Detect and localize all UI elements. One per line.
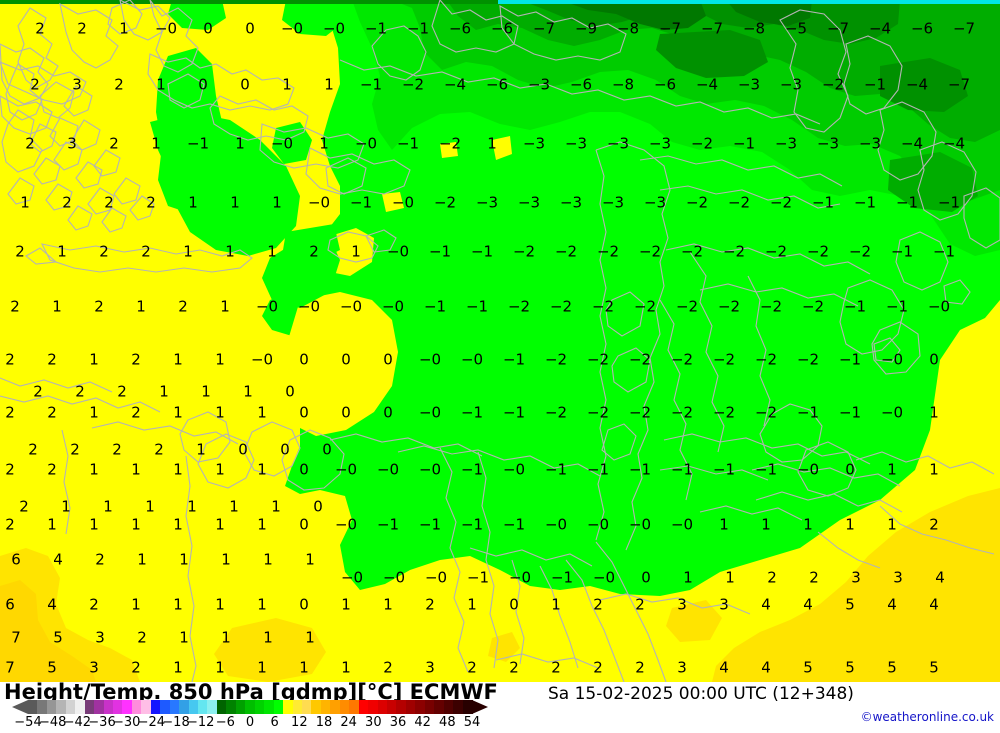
- color-scale-swatch: [235, 700, 246, 714]
- color-scale-swatch: [150, 700, 161, 714]
- band-green-m8c: [880, 58, 968, 112]
- color-scale-swatch: [141, 700, 152, 714]
- color-scale-swatch: [46, 700, 57, 714]
- color-scale-swatch: [169, 700, 180, 714]
- color-scale-tick: −36: [88, 715, 116, 730]
- map-canvas: [0, 0, 1000, 682]
- coastlines-and-borders: [0, 0, 1000, 682]
- color-scale-tick: −6: [215, 715, 235, 730]
- color-scale-tick: 48: [439, 715, 456, 730]
- color-scale-swatch: [386, 700, 397, 714]
- color-scale-swatch: [462, 700, 473, 714]
- hole-yellow-cyprus: [330, 228, 374, 276]
- copyright-credit: ©weatheronline.co.uk: [860, 710, 994, 724]
- green-islands: [150, 0, 344, 308]
- color-scale-swatch: [320, 700, 331, 714]
- color-scale-swatch: [226, 700, 237, 714]
- band-warm-arabia2: [836, 560, 1000, 682]
- color-scale-tick: 12: [291, 715, 308, 730]
- color-scale-swatch: [415, 700, 426, 714]
- color-scale-swatch: [424, 700, 435, 714]
- color-scale-tick: 6: [270, 715, 279, 730]
- color-scale-swatch: [75, 700, 86, 714]
- color-scale-tick: 0: [245, 715, 255, 730]
- color-scale-swatch: [330, 700, 341, 714]
- green-island-turkey-sw: [150, 112, 300, 256]
- color-scale-swatch: [443, 700, 454, 714]
- color-scale-swatch: [28, 700, 39, 714]
- color-scale-swatch: [198, 700, 209, 714]
- green-patch-cyrene: [282, 224, 340, 264]
- color-scale-tick: 24: [340, 715, 357, 730]
- green-island-e-aegean: [282, 0, 344, 36]
- color-scale-tick: −18: [162, 715, 190, 730]
- color-scale-tick-labels: −54 −48 −42 −36 −30 −24 −18 −12 −6 0 6 12 18 24 30 36 42…: [0, 715, 500, 731]
- band-green-m8b: [656, 30, 768, 78]
- color-scale-swatch: [283, 700, 294, 714]
- color-scale-swatch: [131, 700, 142, 714]
- color-scale-swatch: [396, 700, 407, 714]
- color-scale-tick: −30: [112, 715, 141, 730]
- color-scale-swatch: [188, 700, 199, 714]
- color-scale-tick: 30: [365, 715, 382, 730]
- color-scale-swatch: [65, 700, 76, 714]
- band-green-m6b: [888, 152, 978, 212]
- band-green-m10: [560, 0, 706, 30]
- color-scale-swatch: [434, 700, 445, 714]
- hole-yellow-speck-a: [492, 136, 512, 160]
- color-scale-swatch: [349, 700, 360, 714]
- color-scale-swatch: [122, 700, 133, 714]
- color-scale-tick: −48: [38, 715, 67, 730]
- temperature-map[interactable]: 2 2 1 −0 0 0 −0 −0 −1 −1 −6 −6 −7 −9 −8 −7 −7 −8 −5 −7 −4 −6−…: [0, 0, 1000, 682]
- color-scale-swatch: [179, 700, 190, 714]
- color-scale-swatch: [273, 700, 284, 714]
- color-scale-swatch: [84, 700, 95, 714]
- color-scale-swatch: [311, 700, 322, 714]
- color-scale-swatch: [37, 700, 48, 714]
- color-scale-swatch: [254, 700, 265, 714]
- color-scale-swatch: [301, 700, 312, 714]
- band-warm-libya-patch: [214, 618, 326, 682]
- map-footer: Height/Temp. 850 hPa [gdmp][°C] ECMWF Sa…: [0, 680, 1000, 733]
- color-scale-tick: −42: [63, 715, 92, 730]
- color-scale-swatch: [56, 700, 67, 714]
- color-scale-swatch: [377, 700, 388, 714]
- color-scale-swatch: [245, 700, 256, 714]
- color-scale-tick: −12: [186, 715, 215, 730]
- color-scale-swatch: [103, 700, 114, 714]
- green-island-crete-n: [168, 0, 226, 30]
- color-scale-tick: −24: [137, 715, 166, 730]
- color-scale-tick: 18: [315, 715, 333, 730]
- top-edge-green: [0, 0, 498, 4]
- color-scale-swatch: [264, 700, 275, 714]
- color-scale-tick: 42: [414, 715, 431, 730]
- top-edge-cyan: [498, 0, 1000, 4]
- color-scale-tick: 36: [389, 715, 407, 730]
- color-scale-bar[interactable]: [12, 700, 488, 714]
- color-scale-swatch: [358, 700, 369, 714]
- color-scale-swatch: [94, 700, 105, 714]
- color-scale-swatch: [339, 700, 350, 714]
- color-scale-swatch: [292, 700, 303, 714]
- band-green-m10b: [726, 0, 812, 26]
- band-warm-sahara2: [0, 580, 96, 682]
- color-scale-swatch: [113, 700, 124, 714]
- band-warm-redsea-speck: [666, 600, 722, 642]
- color-scale-swatch: [405, 700, 416, 714]
- warm-bands: [0, 488, 1000, 682]
- hole-yellow-sinai: [288, 292, 398, 436]
- color-scale-swatch: [453, 700, 464, 714]
- run-datetime: Sa 15-02-2025 00:00 UTC (12+348): [548, 684, 854, 704]
- color-scale-tick: 54: [463, 715, 481, 730]
- color-scale-swatch: [216, 700, 227, 714]
- color-scale-swatch: [207, 700, 218, 714]
- color-scale-swatch: [368, 700, 379, 714]
- color-scale-swatch: [160, 700, 171, 714]
- hole-yellow-speck-b: [382, 192, 404, 212]
- hole-yellow-speck-c: [440, 142, 458, 158]
- color-scale-tick: −54: [14, 715, 42, 730]
